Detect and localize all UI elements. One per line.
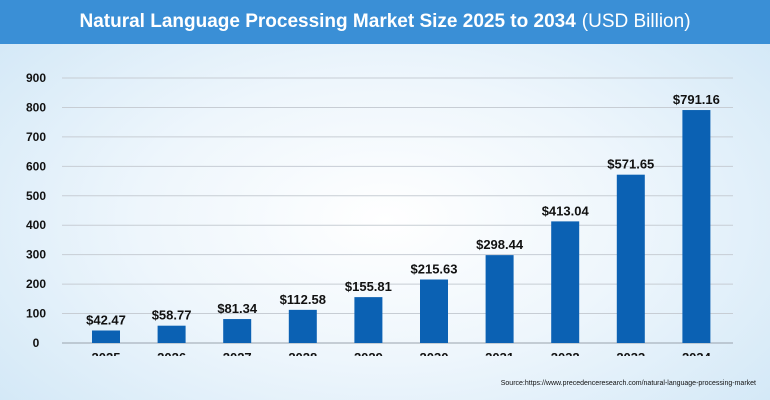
x-tick-label: 2032 [551, 350, 580, 356]
bar [223, 319, 252, 343]
y-tick-label: 500 [26, 189, 46, 203]
bar [616, 174, 645, 343]
y-tick-label: 700 [26, 130, 46, 144]
x-tick-label: 2029 [354, 350, 383, 356]
x-tick-label: 2030 [420, 350, 449, 356]
bar [551, 221, 580, 343]
y-tick-label: 0 [33, 336, 40, 350]
x-tick-label: 2031 [485, 350, 514, 356]
data-label: $298.44 [476, 237, 524, 252]
bar-chart: 0 100 200 300 400 500 600 700 800 900 $42.47 2025 $5… [26, 71, 733, 356]
x-tick-label: 2025 [92, 350, 121, 356]
data-label: $81.34 [217, 301, 258, 316]
x-tick-label: 2028 [288, 350, 317, 356]
bar [682, 110, 711, 343]
data-label: $791.16 [673, 92, 720, 107]
x-tick-label: 2034 [682, 350, 712, 356]
y-tick-label: 600 [26, 159, 46, 173]
bar [92, 330, 120, 343]
y-tick-label: 900 [26, 71, 46, 85]
bar [288, 309, 317, 343]
chart-title-bar: Natural Language Processing Market Size … [0, 0, 770, 44]
data-label: $413.04 [542, 203, 590, 218]
data-label: $571.65 [607, 157, 654, 172]
data-label: $155.81 [345, 279, 392, 294]
y-tick-label: 100 [26, 307, 46, 321]
bar [485, 255, 514, 343]
x-tick-label: 2026 [157, 350, 186, 356]
y-tick-label: 300 [26, 248, 46, 262]
data-label: $42.47 [86, 312, 126, 327]
source-note: Source:https://www.precedenceresearch.co… [500, 380, 756, 387]
data-label: $112.58 [280, 292, 326, 307]
y-tick-label: 200 [26, 277, 46, 291]
data-label: $58.77 [152, 308, 192, 323]
y-tick-label: 400 [26, 218, 46, 232]
y-tick-label: 800 [26, 100, 46, 114]
x-tick-label: 2027 [223, 350, 252, 356]
chart-title: Natural Language Processing Market Size … [79, 11, 576, 32]
bar [354, 297, 383, 343]
data-label: $215.63 [411, 262, 458, 277]
chart-unit: (USD Billion) [581, 11, 691, 32]
x-tick-label: 2033 [616, 350, 645, 356]
bar [157, 325, 186, 343]
bar [420, 279, 448, 343]
